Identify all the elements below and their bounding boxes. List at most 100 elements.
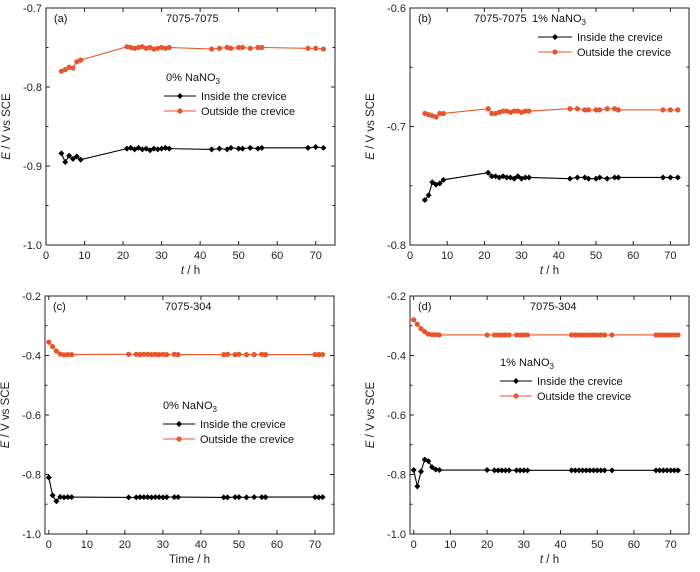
data-point-inside bbox=[49, 492, 56, 499]
data-point-inside bbox=[585, 175, 592, 182]
data-point-inside bbox=[484, 467, 491, 474]
data-point-inside bbox=[137, 494, 144, 501]
system-label: 7075-7075 bbox=[166, 13, 219, 25]
x-tick-label: 30 bbox=[155, 250, 167, 262]
data-point-inside bbox=[312, 144, 319, 151]
x-tick-label: 30 bbox=[515, 250, 527, 262]
series-line-inside bbox=[413, 458, 678, 487]
y-axis-label: E / V vs SCE bbox=[1, 93, 13, 160]
data-point-outside bbox=[305, 45, 311, 51]
x-tick-label: 10 bbox=[441, 250, 453, 262]
y-tick-label: -0.8 bbox=[23, 82, 42, 94]
data-point-inside bbox=[208, 146, 215, 153]
system-label: 7075-7075 bbox=[474, 13, 527, 25]
legend-marker-outside bbox=[176, 436, 182, 442]
data-point-outside bbox=[667, 107, 674, 113]
data-point-inside bbox=[125, 494, 132, 501]
x-tick-label: 30 bbox=[518, 539, 530, 551]
y-axis-label-symbol: E bbox=[365, 152, 377, 160]
data-point-inside bbox=[586, 467, 593, 474]
x-tick-label: 50 bbox=[233, 539, 245, 551]
data-point-inside bbox=[158, 145, 165, 152]
data-point-outside bbox=[251, 352, 257, 358]
y-axis-label-unit: / V vs SCE bbox=[1, 93, 13, 152]
y-tick-label: -1.0 bbox=[22, 529, 41, 541]
data-point-outside bbox=[593, 107, 599, 113]
data-point-inside bbox=[162, 144, 169, 151]
data-point-inside bbox=[418, 468, 425, 475]
data-point-inside bbox=[66, 152, 73, 159]
x-axis-label-symbol: t bbox=[540, 554, 544, 566]
data-point-inside bbox=[517, 467, 524, 474]
data-point-outside bbox=[133, 351, 139, 357]
data-point-outside bbox=[594, 332, 600, 338]
data-point-outside bbox=[65, 352, 71, 358]
electrolyte-label: 0% NaNO3 bbox=[163, 400, 218, 414]
data-point-outside bbox=[499, 332, 505, 338]
data-point-inside bbox=[526, 174, 533, 181]
data-point-inside bbox=[656, 467, 663, 474]
y-tick-label: -0.6 bbox=[387, 410, 406, 422]
data-point-inside bbox=[615, 174, 622, 181]
y-axis-label-unit: / V vs SCE bbox=[365, 381, 377, 440]
y-tick-label: -1.0 bbox=[23, 240, 42, 252]
panel-label: (a) bbox=[54, 13, 67, 25]
x-tick-label: 40 bbox=[554, 539, 566, 551]
data-point-inside bbox=[524, 467, 531, 474]
data-point-inside bbox=[152, 494, 159, 501]
legend-entry: Inside the crevice bbox=[577, 32, 663, 44]
data-point-outside bbox=[70, 65, 76, 71]
data-point-inside bbox=[522, 174, 529, 181]
data-point-outside bbox=[436, 332, 442, 338]
data-point-outside bbox=[148, 352, 155, 358]
data-point-outside bbox=[485, 106, 491, 112]
data-point-inside bbox=[667, 467, 674, 474]
data-point-outside bbox=[437, 110, 443, 117]
data-point-outside bbox=[124, 44, 130, 50]
data-point-outside bbox=[66, 64, 72, 70]
data-point-outside bbox=[521, 332, 527, 338]
data-point-outside bbox=[500, 108, 506, 114]
data-point-inside bbox=[247, 144, 254, 151]
data-point-inside bbox=[514, 173, 521, 180]
plot-frame bbox=[409, 295, 690, 535]
data-point-outside bbox=[524, 332, 531, 338]
data-point-outside bbox=[236, 44, 242, 51]
legend-entry: Inside the crevice bbox=[201, 91, 287, 103]
data-point-outside bbox=[440, 110, 447, 117]
data-point-inside bbox=[235, 494, 242, 501]
data-point-inside bbox=[77, 156, 84, 163]
data-point-inside bbox=[488, 173, 495, 180]
data-point-outside bbox=[259, 351, 265, 357]
data-point-inside bbox=[69, 155, 76, 162]
data-point-outside bbox=[247, 45, 253, 51]
system-label: 7075-304 bbox=[165, 301, 212, 313]
x-tick-label: 60 bbox=[271, 539, 283, 551]
x-tick-label: 10 bbox=[78, 250, 90, 262]
data-point-outside bbox=[232, 352, 238, 358]
data-point-inside bbox=[216, 145, 223, 152]
electrolyte-label: 1% NaNO3 bbox=[500, 357, 555, 371]
series-line-inside bbox=[60, 146, 324, 164]
data-point-inside bbox=[495, 467, 502, 474]
x-tick-label: 70 bbox=[665, 539, 677, 551]
y-tick-label: -0.8 bbox=[387, 240, 406, 252]
data-point-inside bbox=[258, 144, 265, 151]
data-point-inside bbox=[159, 494, 166, 501]
data-point-inside bbox=[597, 467, 604, 474]
x-tick-label: 30 bbox=[157, 539, 169, 551]
data-point-inside bbox=[604, 175, 611, 182]
legend-marker-outside bbox=[513, 393, 519, 399]
x-tick-label: 0 bbox=[407, 250, 413, 262]
data-point-outside bbox=[604, 106, 610, 112]
data-point-inside bbox=[150, 145, 157, 152]
data-point-inside bbox=[601, 467, 608, 474]
x-tick-label: 0 bbox=[411, 539, 417, 551]
data-point-inside bbox=[320, 144, 327, 151]
panel-c: 0 10 20 30 40 50 60 70 -1.0 -0.8 -0.6 -0.4 -0.2 Time … bbox=[0, 291, 335, 566]
x-axis-label-symbol: t bbox=[540, 265, 544, 277]
data-point-outside bbox=[513, 332, 520, 338]
electrolyte-text: 1% NaNO bbox=[532, 13, 582, 25]
data-point-inside bbox=[498, 467, 505, 474]
legend-entry: Outside the crevice bbox=[577, 47, 671, 59]
